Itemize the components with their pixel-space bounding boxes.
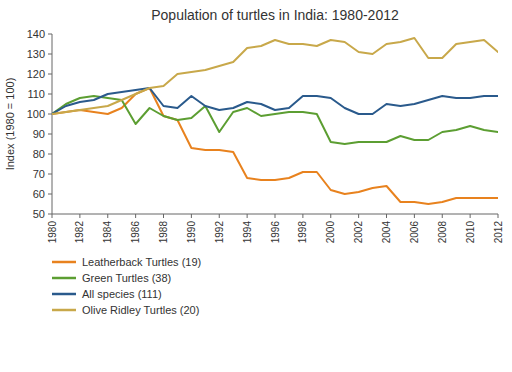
legend-label: Leatherback Turtles (19) [82, 256, 201, 268]
x-tick-label: 2008 [437, 221, 448, 244]
y-tick [48, 34, 52, 35]
x-tick [107, 214, 108, 218]
legend-swatch [52, 261, 76, 264]
y-tick [48, 194, 52, 195]
x-tick-label: 2010 [465, 221, 476, 244]
y-tick-label: 140 [27, 28, 45, 40]
y-tick [48, 114, 52, 115]
x-tick [498, 214, 499, 218]
legend-swatch [52, 293, 76, 296]
y-tick [48, 214, 52, 215]
plot-area [52, 38, 498, 204]
y-tick [48, 134, 52, 135]
x-tick-label: 2000 [325, 221, 336, 244]
y-tick [48, 174, 52, 175]
x-tick [330, 214, 331, 218]
x-tick-label: 2006 [409, 221, 420, 244]
x-tick-label: 2012 [493, 221, 504, 244]
x-tick [79, 214, 80, 218]
x-tick [275, 214, 276, 218]
y-tick-label: 90 [33, 128, 45, 140]
chart: Population of turtles in India: 1980-201… [0, 0, 512, 372]
x-tick [219, 214, 220, 218]
x-axis-line [52, 214, 498, 215]
y-axis-line [52, 34, 53, 214]
x-tick [414, 214, 415, 218]
x-tick [302, 214, 303, 218]
y-tick-label: 70 [33, 168, 45, 180]
title: Population of turtles in India: 1980-201… [151, 7, 399, 23]
y-tick-label: 110 [27, 88, 45, 100]
x-tick [135, 214, 136, 218]
series-line [52, 38, 498, 114]
x-tick-label: 1992 [214, 221, 225, 244]
x-tick-label: 1996 [270, 221, 281, 244]
series-line [52, 88, 498, 204]
x-tick [191, 214, 192, 218]
y-tick [48, 74, 52, 75]
x-tick-label: 1990 [186, 221, 197, 244]
x-tick-label: 1986 [130, 221, 141, 244]
x-tick [386, 214, 387, 218]
x-tick [358, 214, 359, 218]
legend-label: Green Turtles (38) [82, 272, 171, 284]
axes: 50 60 70 80 90 100 110 120 130 140 1980 1982 1984 198… [27, 28, 504, 243]
y-tick-label: 60 [33, 188, 45, 200]
legend-label: All species (111) [82, 288, 162, 300]
y-tick-label: 120 [27, 68, 45, 80]
x-tick [52, 214, 53, 218]
x-tick [247, 214, 248, 218]
x-tick-label: 1988 [158, 221, 169, 244]
x-tick [470, 214, 471, 218]
y-tick-label: 50 [33, 208, 45, 220]
x-tick-label: 1998 [297, 221, 308, 244]
y-tick [48, 54, 52, 55]
y-tick-label: 130 [27, 48, 45, 60]
y-axis-label: Index (1980 = 100) [4, 78, 16, 171]
x-tick-label: 1984 [102, 221, 113, 244]
legend-swatch [52, 309, 76, 312]
legend: Leatherback Turtles (19) Green Turtles (3… [52, 256, 201, 316]
legend-swatch [52, 277, 76, 280]
y-tick-label: 100 [27, 108, 45, 120]
y-tick-label: 80 [33, 148, 45, 160]
x-tick-label: 1994 [242, 221, 253, 244]
series-line [52, 96, 498, 144]
x-tick-label: 2002 [353, 221, 364, 244]
x-tick-label: 1982 [74, 221, 85, 244]
x-tick [442, 214, 443, 218]
x-tick-label: 1980 [47, 221, 58, 244]
y-tick [48, 94, 52, 95]
x-tick-label: 2004 [381, 221, 392, 244]
x-tick [163, 214, 164, 218]
legend-label: Olive Ridley Turtles (20) [82, 304, 199, 316]
y-tick [48, 154, 52, 155]
